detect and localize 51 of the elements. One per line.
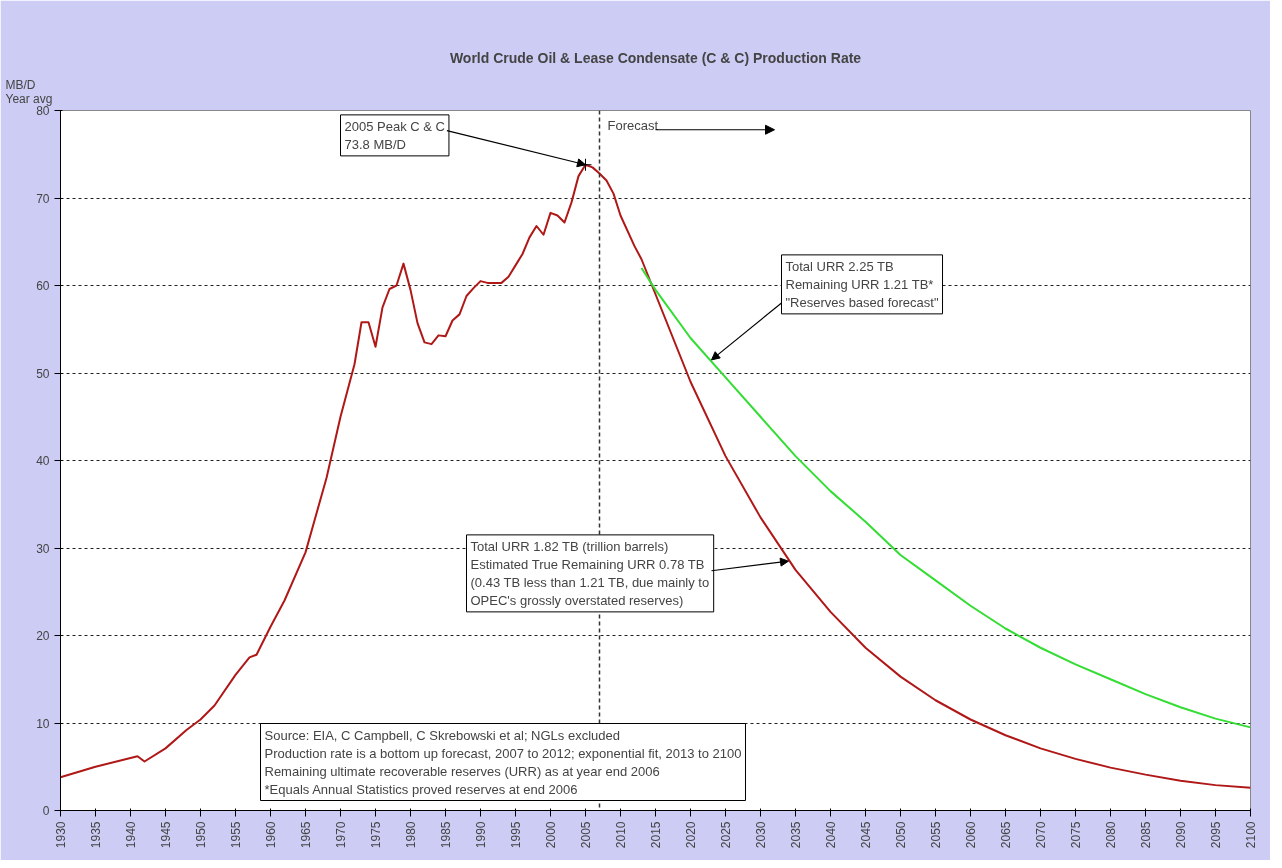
chart-title: World Crude Oil & Lease Condensate (C & C) Production Rate: [449, 49, 862, 66]
x-tick-label: 1930: [54, 821, 68, 849]
x-tick-label: 2090: [1174, 821, 1188, 849]
x-tick-label: 2085: [1139, 821, 1153, 849]
annotation: Source: EIA, C Campbell, C Skrebowski et al; NGLs excluded Production rate is a bottom up forecast, 2007 to 2012; exponential fit, 2013 to 2100 Remaining ultimate recoverable reserves (URR) as at year end 2006 *Equals Annual Statistics proved reserves at end 2006: [264, 727, 742, 797]
x-tick-label: 1975: [369, 821, 383, 849]
x-tick-label: 1970: [334, 821, 348, 849]
x-tick-label: 2070: [1034, 821, 1048, 849]
x-tick-label: 2015: [649, 821, 663, 849]
x-tick-label: 1935: [89, 821, 103, 849]
x-tick-label: 2000: [544, 821, 558, 849]
x-tick-label: 2045: [859, 821, 873, 849]
x-tick-label: 2050: [894, 821, 908, 849]
x-tick-label: 1965: [299, 821, 313, 849]
x-tick-label: 1985: [439, 821, 453, 849]
x-tick-label: 2025: [719, 821, 733, 849]
y-tick-label: 20: [36, 629, 50, 643]
x-tick-label: 1940: [124, 821, 138, 849]
y-axis-title: MB/D Year avg: [5, 77, 53, 106]
x-tick-label: 2095: [1209, 821, 1223, 849]
x-tick-label: 1955: [229, 821, 243, 849]
x-tick-label: 2030: [754, 821, 768, 849]
y-tick-label: 50: [36, 366, 50, 381]
x-tick-label: 2075: [1069, 821, 1083, 849]
x-tick-label: 1950: [194, 821, 208, 849]
y-tick-label: 60: [36, 279, 50, 293]
ref-line-label: Forecast: [607, 117, 659, 133]
x-tick-label: 2100: [1244, 821, 1258, 849]
annotation: 2005 Peak C & C 73.8 MB/D: [344, 118, 445, 152]
annotation: Total URR 2.25 TB Remaining URR 1.21 TB* "Reserves based forecast": [785, 258, 939, 310]
x-tick-label: 2035: [789, 821, 803, 849]
x-tick-label: 1945: [159, 821, 173, 849]
annotation: Total URR 1.82 TB (trillion barrels) Estimated True Remaining URR 0.78 TB (0.43 TB less than 1.21 TB, due mainly to OPEC's grossly overstated reserves): [470, 538, 710, 608]
x-tick-label: 2020: [684, 821, 698, 849]
x-tick-label: 2080: [1104, 821, 1118, 849]
x-tick-label: 2055: [929, 821, 943, 849]
x-tick-label: 2005: [579, 821, 593, 849]
x-tick-label: 1990: [474, 821, 488, 849]
y-tick-label: 80: [36, 104, 50, 118]
x-tick-label: 2060: [964, 821, 978, 849]
y-tick-label: 10: [36, 716, 50, 731]
x-tick-label: 1960: [264, 821, 278, 849]
x-tick-label: 2010: [614, 821, 628, 849]
y-tick-label: 30: [36, 541, 50, 556]
x-tick-label: 2040: [824, 821, 838, 849]
y-tick-label: 40: [36, 454, 50, 468]
x-tick-label: 1980: [404, 821, 418, 849]
x-tick-label: 1995: [509, 821, 523, 849]
x-tick-label: 2065: [999, 821, 1013, 849]
y-tick-label: 0: [42, 804, 50, 818]
y-tick-label: 70: [36, 191, 50, 206]
